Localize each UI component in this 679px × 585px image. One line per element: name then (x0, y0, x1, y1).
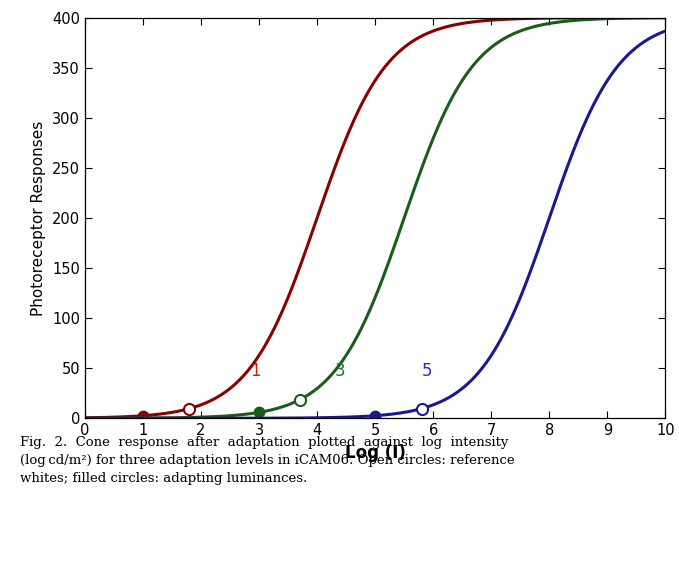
Text: 3: 3 (335, 362, 345, 380)
X-axis label: Log (I): Log (I) (345, 443, 405, 462)
Text: Fig.  2.  Cone  response  after  adaptation  plotted  against  log  intensity
(l: Fig. 2. Cone response after adaptation p… (20, 436, 515, 485)
Text: 1: 1 (251, 362, 261, 380)
Y-axis label: Photoreceptor Responses: Photoreceptor Responses (31, 121, 46, 315)
Text: 5: 5 (422, 362, 432, 380)
